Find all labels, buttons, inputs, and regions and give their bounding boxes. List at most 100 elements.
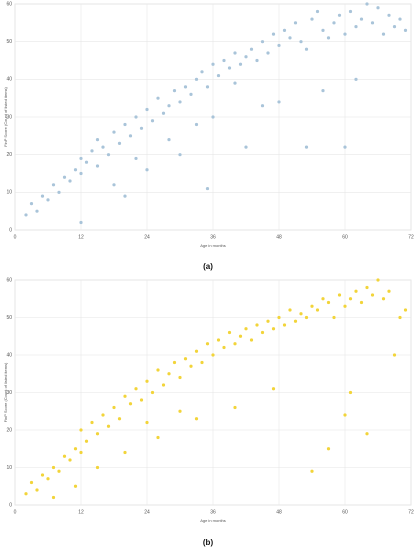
point (266, 51, 270, 55)
point (216, 338, 221, 342)
point (194, 77, 199, 81)
point (365, 285, 369, 290)
point (145, 379, 149, 383)
x-tick-label: 12 (78, 234, 84, 240)
point (403, 308, 408, 312)
point (255, 323, 259, 327)
point (194, 349, 199, 353)
point (387, 13, 391, 17)
point (216, 73, 221, 78)
point (348, 9, 353, 14)
point (359, 17, 364, 21)
point (95, 465, 100, 470)
point (51, 465, 56, 470)
point (205, 186, 210, 191)
point (376, 6, 380, 10)
point (145, 420, 149, 425)
point (293, 319, 298, 323)
point (24, 213, 28, 217)
point (112, 405, 116, 410)
point (238, 62, 243, 66)
point (123, 122, 127, 127)
point (79, 450, 83, 455)
point (156, 435, 160, 440)
point (222, 345, 226, 350)
point (134, 156, 138, 161)
point (392, 25, 397, 29)
point (233, 342, 237, 346)
x-tick-label: 60 (342, 509, 348, 515)
point (79, 156, 83, 161)
y-tick-label: 50 (6, 39, 12, 45)
point (354, 25, 358, 29)
point (299, 40, 303, 44)
point (178, 153, 182, 157)
point (233, 81, 237, 85)
point (79, 220, 83, 225)
point (40, 473, 45, 477)
point (321, 89, 325, 93)
point (79, 428, 83, 432)
point (398, 17, 402, 21)
y-tick-label: 40 (6, 77, 12, 83)
point (277, 43, 281, 48)
point (112, 130, 116, 134)
x-tick-label: 36 (210, 509, 216, 515)
point (343, 32, 347, 36)
point (249, 47, 254, 51)
point (95, 432, 100, 436)
point (211, 353, 215, 357)
point (128, 134, 133, 138)
point (117, 141, 122, 145)
point (29, 480, 34, 485)
point (271, 327, 276, 331)
point (90, 149, 94, 153)
point (79, 171, 83, 176)
point (200, 70, 204, 74)
point (343, 304, 347, 308)
point (189, 92, 193, 96)
point (277, 100, 281, 104)
point (244, 145, 248, 149)
point (282, 323, 287, 327)
y-tick-label: 0 (9, 502, 12, 508)
point (244, 327, 248, 331)
point (249, 338, 254, 342)
point (73, 447, 78, 451)
point (68, 458, 72, 462)
point (35, 488, 39, 492)
point (260, 330, 265, 335)
point (101, 413, 105, 417)
point (370, 293, 375, 297)
x-tick-label: 0 (14, 509, 17, 515)
point (381, 297, 386, 301)
point (68, 179, 72, 183)
point (260, 40, 265, 44)
point (194, 417, 199, 421)
y-tick-label: 60 (6, 277, 12, 283)
point (376, 278, 380, 282)
point (161, 383, 166, 387)
point (205, 85, 210, 89)
point (288, 308, 292, 312)
point (183, 357, 188, 361)
point (304, 145, 309, 149)
point (343, 413, 347, 417)
point (337, 293, 342, 297)
x-tick-label: 0 (14, 234, 17, 240)
point (321, 28, 325, 32)
x-tick-label: 72 (408, 509, 414, 515)
point (46, 198, 50, 202)
point (172, 89, 177, 93)
point (101, 145, 105, 149)
point (106, 424, 111, 428)
point (332, 21, 336, 25)
y-axis-label: FinP Score (Count of listed items) (3, 362, 8, 422)
point (106, 153, 111, 157)
y-tick-label: 0 (9, 227, 12, 233)
point (139, 126, 144, 130)
point (134, 115, 138, 119)
point (178, 375, 182, 380)
point (233, 51, 237, 55)
